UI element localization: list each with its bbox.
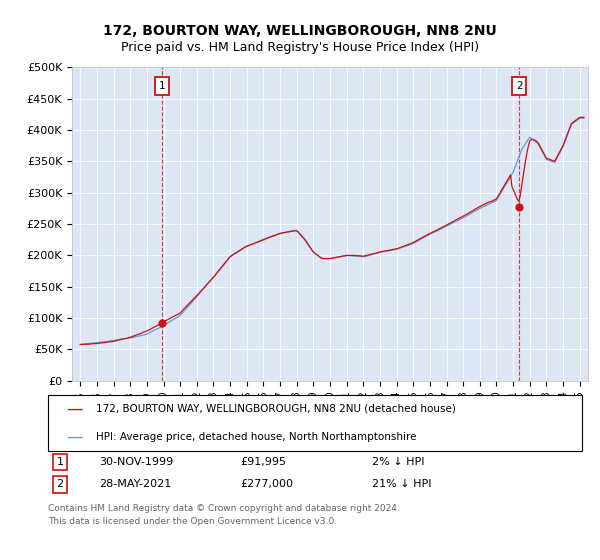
Text: 2: 2 bbox=[56, 479, 64, 489]
Text: HPI: Average price, detached house, North Northamptonshire: HPI: Average price, detached house, Nort… bbox=[96, 432, 416, 442]
Point bbox=[514, 203, 524, 212]
Text: —: — bbox=[67, 400, 83, 418]
Text: 30-NOV-1999: 30-NOV-1999 bbox=[99, 457, 173, 467]
Text: 2% ↓ HPI: 2% ↓ HPI bbox=[372, 457, 425, 467]
Text: Contains HM Land Registry data © Crown copyright and database right 2024.: Contains HM Land Registry data © Crown c… bbox=[48, 504, 400, 513]
Text: 2: 2 bbox=[516, 81, 523, 91]
Text: 172, BOURTON WAY, WELLINGBOROUGH, NN8 2NU: 172, BOURTON WAY, WELLINGBOROUGH, NN8 2N… bbox=[103, 24, 497, 38]
Text: 1: 1 bbox=[56, 457, 64, 467]
Text: This data is licensed under the Open Government Licence v3.0.: This data is licensed under the Open Gov… bbox=[48, 517, 337, 526]
Point bbox=[157, 319, 167, 328]
Text: 172, BOURTON WAY, WELLINGBOROUGH, NN8 2NU (detached house): 172, BOURTON WAY, WELLINGBOROUGH, NN8 2N… bbox=[96, 404, 456, 414]
Text: 21% ↓ HPI: 21% ↓ HPI bbox=[372, 479, 431, 489]
Text: 1: 1 bbox=[159, 81, 166, 91]
Text: Price paid vs. HM Land Registry's House Price Index (HPI): Price paid vs. HM Land Registry's House … bbox=[121, 41, 479, 54]
Text: 28-MAY-2021: 28-MAY-2021 bbox=[99, 479, 171, 489]
Text: £277,000: £277,000 bbox=[240, 479, 293, 489]
Text: £91,995: £91,995 bbox=[240, 457, 286, 467]
Text: —: — bbox=[67, 428, 83, 446]
